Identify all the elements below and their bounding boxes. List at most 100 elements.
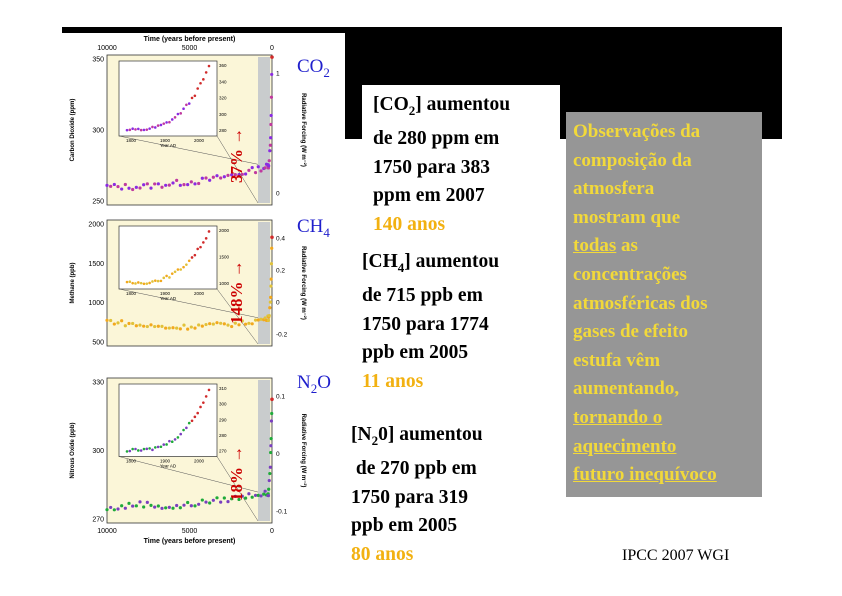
ch4-recent-band	[258, 222, 270, 344]
co2-data-point	[149, 186, 153, 190]
n2o-inset-point	[170, 440, 174, 443]
ch4-data-point	[138, 323, 142, 327]
ch4-inset-point	[151, 280, 154, 283]
co2-inset-y-tick: 360	[219, 63, 227, 68]
n2o-data-point	[208, 501, 212, 505]
n2o-data-point	[149, 503, 153, 508]
n2o-data-point	[222, 496, 226, 500]
co2-inset-point	[204, 71, 208, 74]
n2o-inset-point	[168, 439, 171, 443]
n2o-data-point	[269, 444, 273, 448]
ch4-data-point	[222, 322, 226, 326]
ch4-inset-point	[202, 241, 205, 244]
co2-r-label: Radiative Forcing (W m⁻²)	[300, 93, 307, 167]
co2-inset-x-tick: 2000	[194, 138, 205, 143]
co2-y-label: Carbon Dioxide (ppm)	[70, 99, 76, 162]
co2-data-point	[193, 182, 197, 186]
n2o-inset-point	[199, 405, 202, 409]
ch4-data-point	[160, 324, 164, 328]
co2-data-point	[269, 113, 273, 118]
co2-inset-point	[134, 128, 137, 131]
ch4-data-point	[131, 321, 135, 326]
ch4-data-point	[197, 323, 201, 327]
co2-data-point	[175, 178, 179, 182]
n2o-data-point	[189, 504, 193, 508]
n2o-data-point	[153, 505, 157, 509]
co2-inset-point	[139, 128, 143, 132]
ch4-inset-y-tick: 1000	[219, 281, 230, 286]
ch4-data-point	[256, 318, 260, 322]
co2-inset-point	[193, 94, 197, 98]
co2-data-point	[171, 181, 175, 185]
ch4-inset-point	[137, 281, 140, 284]
co2-inset-point	[153, 126, 157, 129]
bottom-x-tick: 0	[270, 528, 274, 535]
co2-inset-y-tick: 300	[219, 112, 227, 117]
ch4-inset-connector	[216, 288, 259, 345]
n2o-data-point	[112, 508, 116, 512]
co2-data-point	[112, 182, 116, 187]
ch4-years: 11 anos	[362, 370, 424, 392]
co2-inset-y-tick: 340	[219, 79, 227, 84]
ch4-gas-label: CH4	[297, 216, 330, 240]
co2-data-point	[237, 172, 241, 177]
co2-data-point	[156, 182, 160, 186]
ch4-data-point	[109, 318, 113, 323]
co2-inset-point	[162, 122, 166, 125]
n2o-inset-connector	[118, 456, 259, 493]
top-axis-title: Time (years before present)	[144, 36, 236, 43]
co2-data-point	[138, 186, 142, 190]
co2-data-point	[197, 181, 201, 186]
statement-backdrop	[362, 85, 560, 140]
co2-data-point	[116, 184, 120, 189]
observation-box: Observações da composição da atmosfera m…	[566, 112, 762, 497]
n2o-inset-point	[153, 446, 157, 449]
ch4-inset-point	[187, 259, 191, 263]
n2o-data-point	[120, 504, 124, 508]
ch4-data-point	[142, 324, 146, 328]
ch4-r-tick: 0.4	[276, 236, 285, 243]
ch4-inset-point	[162, 276, 166, 280]
co2-inset-point	[182, 107, 185, 111]
co2-inset-point	[170, 118, 174, 121]
n2o-data-point	[269, 419, 274, 423]
n2o-data-point	[219, 500, 223, 504]
co2-data-point	[233, 172, 237, 177]
n2o-inset-point	[202, 401, 205, 404]
co2-inset-point	[176, 112, 180, 116]
n2o-data-point	[267, 487, 271, 491]
co2-gas-label: CO2	[297, 56, 330, 80]
n2o-inset-point	[187, 421, 191, 425]
n2o-data-point	[131, 504, 135, 508]
n2o-data-point	[175, 503, 179, 508]
n2o-data-point	[268, 465, 272, 469]
co2-data-point	[204, 176, 208, 180]
ch4-data-point	[247, 321, 251, 325]
n2o-data-point	[253, 493, 258, 497]
co2-data-point	[153, 182, 157, 186]
n2o-inset-connector	[216, 456, 259, 522]
n2o-data-point	[237, 497, 241, 502]
ch4-data-point	[167, 326, 171, 330]
n2o-inset-point	[134, 447, 137, 451]
ch4-data-point	[244, 322, 248, 326]
n2o-inset-point	[173, 438, 177, 441]
co2-data-point	[160, 185, 164, 189]
ch4-data-point	[175, 326, 179, 330]
co2-inset-x-label: Year AD	[160, 143, 177, 148]
ch4-data-point	[127, 321, 131, 326]
co2-data-point	[164, 183, 168, 187]
n2o-inset-point	[182, 428, 185, 432]
n2o-inset-point	[137, 449, 140, 452]
ch4-inset-y-tick: 1500	[219, 255, 230, 260]
n2o-data-point	[200, 498, 204, 502]
co2-recent-band	[258, 57, 270, 203]
co2-inset-point	[187, 102, 191, 105]
ch4-inset-point	[139, 281, 143, 285]
ch4-data-point	[270, 235, 274, 240]
ch4-y-tick: 1500	[88, 261, 104, 268]
ch4-data-point	[253, 318, 258, 322]
ch4-inset-point	[185, 263, 188, 266]
ch4-inset-point	[190, 256, 194, 259]
ch4-inset-connector	[118, 288, 259, 318]
